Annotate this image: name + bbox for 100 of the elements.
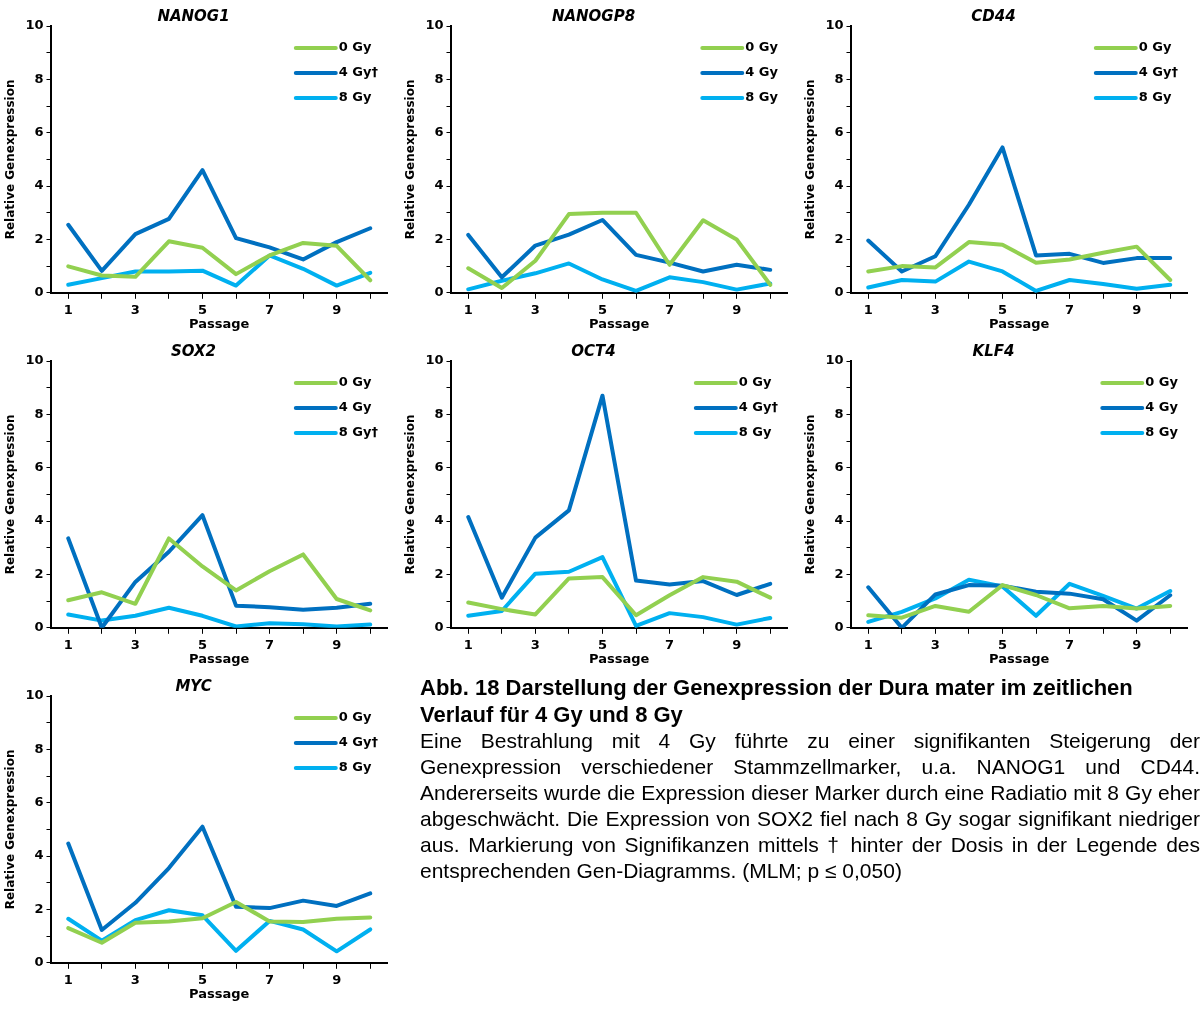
x-tick-label: 1	[863, 301, 873, 317]
x-tick-label: 7	[265, 636, 275, 652]
text: Eine Bestrahlung mit 4 Gy führte zu einer signifikanten Steigerung der Genexpression verschiedener Stammzellmarker, u.a. NANOG1 und CD44. Andererseits wurde die Expression dieser Marker durch eine Radiatio mit 8 Gy eher abgeschwächt. Die Expression von SOX2 fiel nach 8 Gy sogar signifikant niedriger aus. Markierung von Signifikanzen mittels † hinter der Dosis in der Legende des entsprechenden Gen-Diagramms. (MLM; p ≤ 0,050)	[420, 728, 1200, 884]
y-tick-label: 6	[834, 459, 844, 475]
y-axis-title: Relative Genexpression	[803, 414, 818, 575]
x-tick-label: 3	[530, 636, 540, 652]
chart-title: CD44	[971, 6, 1016, 25]
x-tick-label: 5	[597, 301, 607, 317]
y-tick-label: 4	[34, 512, 44, 528]
y-tick-label: 8	[434, 70, 444, 86]
y-tick-label: 8	[34, 405, 44, 421]
y-tick-label: 6	[834, 124, 844, 140]
y-tick-label: 2	[34, 565, 44, 581]
y-tick-label: 0	[434, 284, 444, 300]
x-tick-label: 7	[265, 301, 275, 317]
x-tick-label: 9	[732, 301, 742, 317]
x-tick-label: 1	[463, 636, 473, 652]
y-axis-title: Relative Genexpression	[403, 79, 418, 240]
x-tick-label: 5	[997, 636, 1007, 652]
x-tick-label: 7	[265, 971, 275, 987]
chart-title: MYC	[175, 676, 212, 695]
legend-label: 8 Gy	[745, 89, 779, 105]
y-tick-label: 10	[825, 352, 844, 368]
y-tick-label: 2	[434, 230, 444, 246]
y-tick-label: 8	[834, 70, 844, 86]
x-tick-label: 9	[1132, 301, 1142, 317]
x-axis-title: Passage	[989, 650, 1050, 666]
y-tick-label: 4	[434, 512, 444, 528]
legend-label: 0 Gy	[338, 374, 373, 390]
legend-label: 8 Gy	[1138, 89, 1173, 105]
y-tick-label: 6	[34, 459, 44, 475]
y-tick-label: 6	[434, 124, 444, 140]
x-tick-label: 5	[997, 301, 1007, 317]
y-tick-label: 0	[34, 284, 44, 300]
x-tick-label: 7	[665, 301, 675, 317]
y-axis-title: Relative Genexpression	[3, 414, 18, 575]
y-tick-label: 0	[34, 619, 44, 635]
legend-label: 0 Gy	[745, 39, 779, 55]
text: Abb. 18 Darstellung der Genexpression der Dura mater im zeitlichen Verlauf für 4 Gy und 8 Gy	[420, 674, 1134, 728]
x-tick-label: 9	[332, 636, 342, 652]
x-axis-title: Passage	[989, 315, 1050, 331]
y-tick-label: 0	[34, 954, 44, 970]
x-tick-label: 7	[1065, 636, 1075, 652]
legend-label: 8 Gy	[1145, 424, 1179, 440]
x-tick-label: 1	[63, 301, 73, 317]
legend-label: 4 Gy	[745, 64, 779, 80]
legend-label: 4 Gy	[338, 399, 373, 415]
y-axis-title: Relative Genexpression	[3, 749, 18, 910]
x-tick-label: 3	[530, 301, 540, 317]
x-tick-label: 1	[63, 971, 73, 987]
legend-label: 4 Gy†	[338, 734, 379, 750]
legend-label: 0 Gy	[1138, 39, 1173, 55]
y-tick-label: 4	[834, 177, 844, 193]
x-axis-title: Passage	[589, 650, 650, 666]
y-tick-label: 10	[825, 17, 844, 33]
y-tick-label: 4	[34, 177, 44, 193]
x-axis-title: Passage	[189, 315, 250, 331]
chart-title: NANOG1	[157, 6, 230, 25]
y-axis-title: Relative Genexpression	[803, 79, 818, 240]
y-tick-label: 0	[834, 284, 844, 300]
y-tick-label: 2	[834, 230, 844, 246]
chart-title: SOX2	[170, 341, 217, 360]
y-tick-label: 6	[34, 124, 44, 140]
y-tick-label: 10	[25, 687, 44, 703]
x-tick-label: 1	[463, 301, 473, 317]
x-tick-label: 7	[665, 636, 675, 652]
y-axis-title: Relative Genexpression	[3, 79, 18, 240]
x-tick-label: 3	[930, 301, 940, 317]
x-tick-label: 5	[597, 636, 607, 652]
y-tick-label: 8	[434, 405, 444, 421]
legend-label: 8 Gy†	[338, 424, 379, 440]
y-tick-label: 10	[425, 17, 444, 33]
legend-label: 8 Gy	[738, 424, 773, 440]
chart-title: NANOGP8	[551, 6, 636, 25]
y-tick-label: 2	[434, 565, 444, 581]
y-tick-label: 4	[34, 847, 44, 863]
x-tick-label: 5	[197, 301, 207, 317]
x-axis-title: Passage	[189, 985, 250, 1001]
y-tick-label: 6	[434, 459, 444, 475]
legend-label: 0 Gy	[338, 39, 373, 55]
y-tick-label: 6	[34, 794, 44, 810]
x-tick-label: 3	[130, 301, 140, 317]
chart-title: KLF4	[972, 341, 1015, 360]
y-tick-label: 8	[834, 405, 844, 421]
x-tick-label: 1	[863, 636, 873, 652]
x-tick-label: 5	[197, 971, 207, 987]
x-tick-label: 1	[63, 636, 73, 652]
y-tick-label: 0	[434, 619, 444, 635]
y-tick-label: 10	[25, 352, 44, 368]
legend-label: 4 Gy†	[338, 64, 379, 80]
x-tick-label: 3	[930, 636, 940, 652]
y-tick-label: 2	[34, 900, 44, 916]
x-axis-title: Passage	[589, 315, 650, 331]
legend-label: 4 Gy†	[738, 399, 779, 415]
legend-label: 8 Gy	[338, 89, 373, 105]
x-tick-label: 3	[130, 971, 140, 987]
x-tick-label: 3	[130, 636, 140, 652]
legend-label: 0 Gy	[1145, 374, 1179, 390]
x-axis-title: Passage	[189, 650, 250, 666]
y-axis-title: Relative Genexpression	[403, 414, 418, 575]
